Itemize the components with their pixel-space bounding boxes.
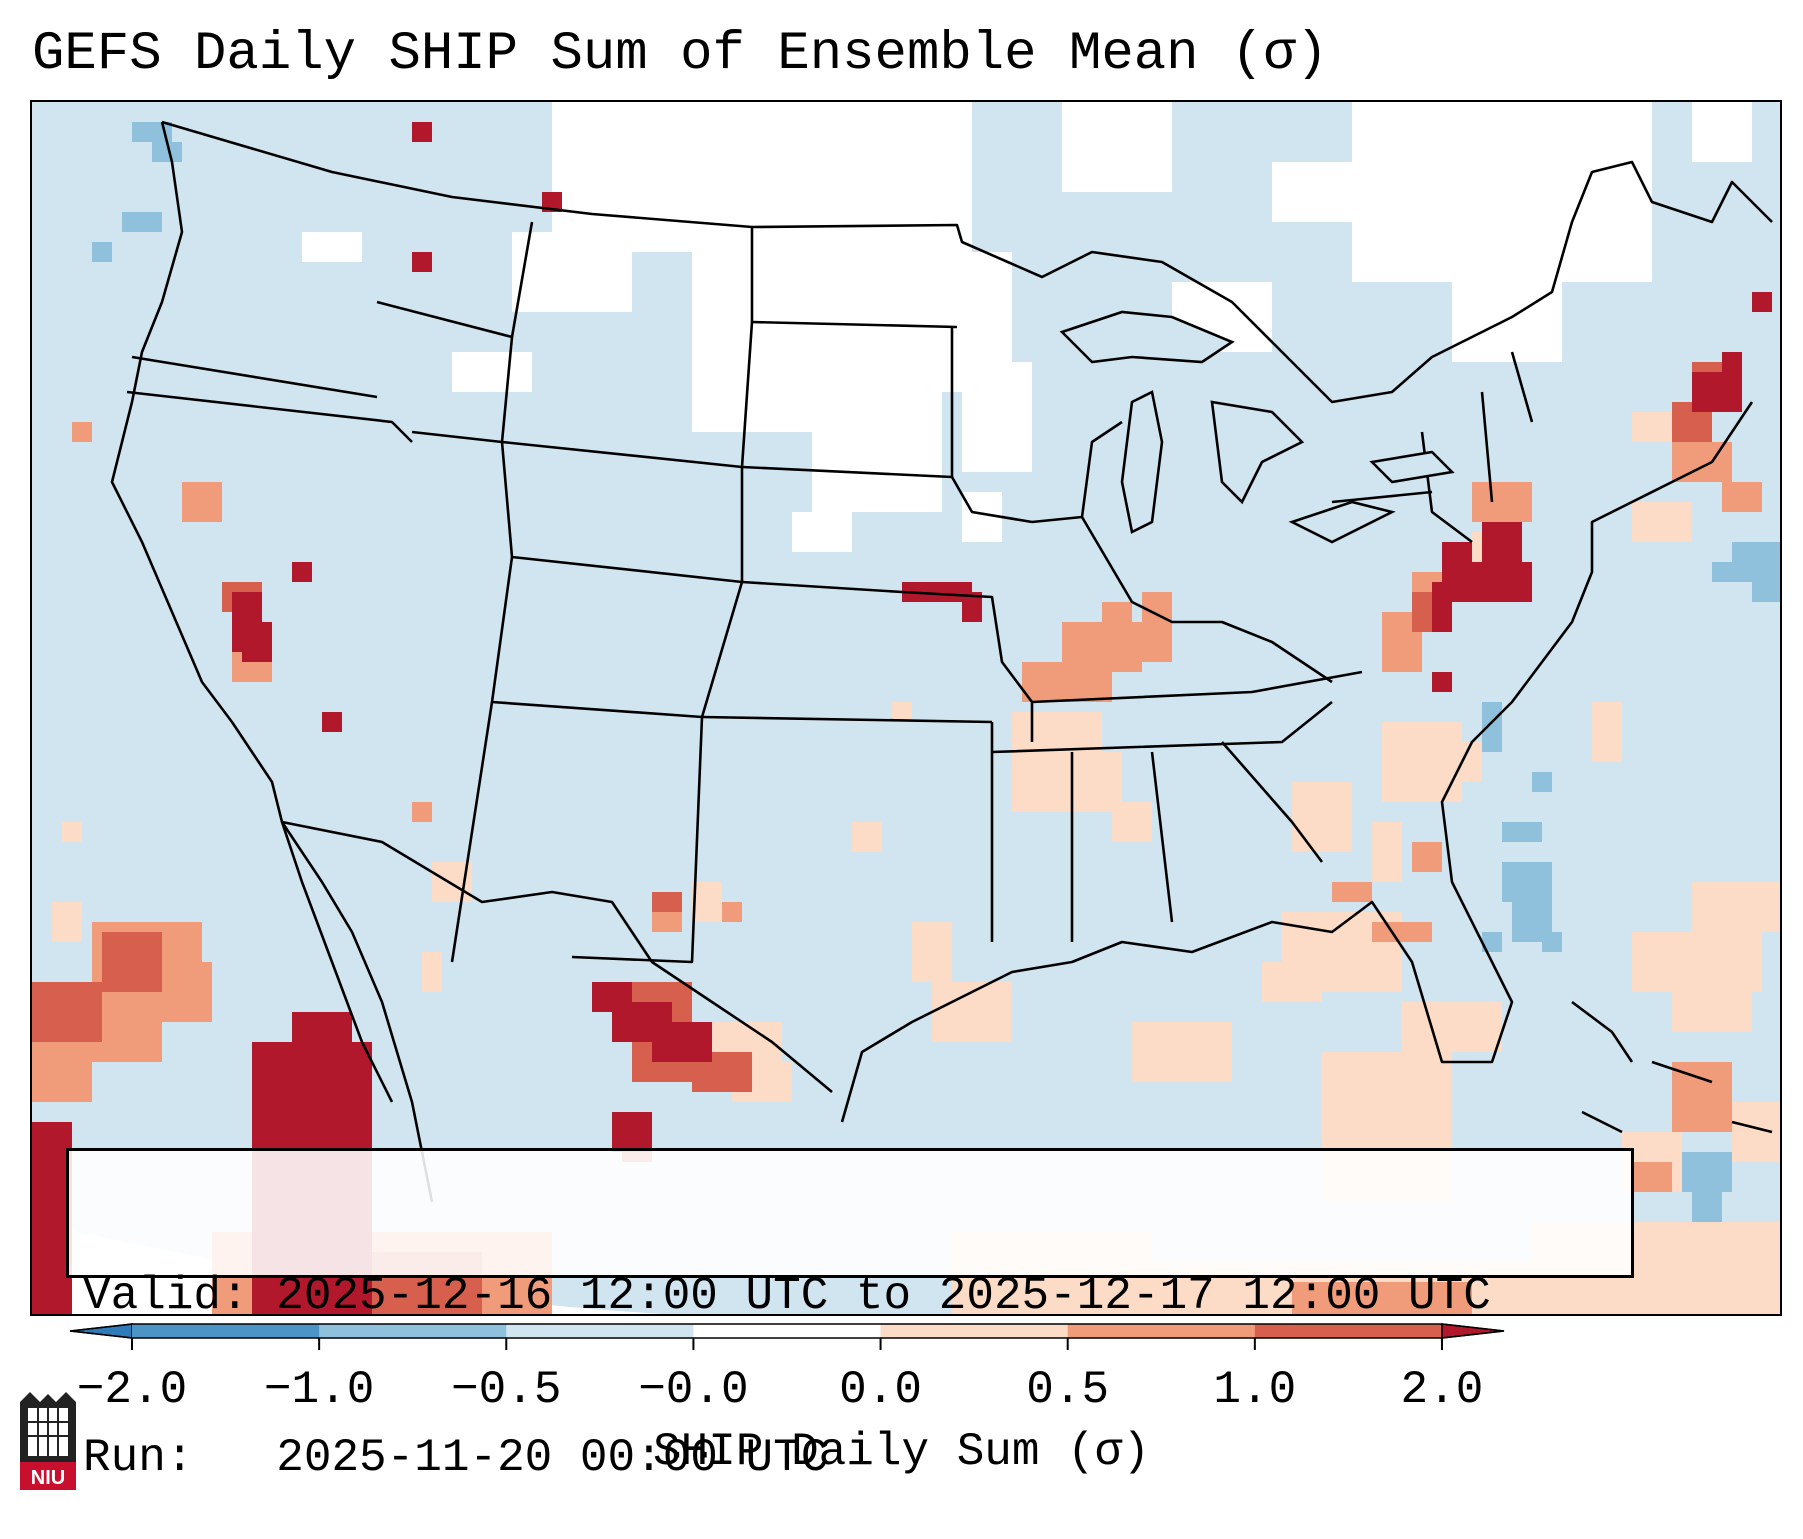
map-panel [30,100,1782,1316]
near-zero-areas [302,102,1752,552]
colorbar-tick-label: 1.0 [1213,1364,1297,1416]
chart-title: GEFS Daily SHIP Sum of Ensemble Mean (σ) [32,24,1329,85]
colorbar-tick-label: −1.0 [263,1364,375,1416]
colorbar-bin [1254,1324,1443,1338]
colorbar-bin [693,1324,882,1338]
colorbar-bin [70,1323,133,1339]
caribbean-islands [1571,1000,1773,1134]
colorbar-bin [506,1324,694,1338]
colorbar-tick-label: 2.0 [1400,1364,1484,1416]
colorbar-bin [880,1324,1069,1338]
colorbar-bin [132,1324,320,1338]
colorbar-tick-label: −2.0 [76,1364,188,1416]
colorbar-tick-label: −0.0 [638,1364,749,1416]
colorbar-bin [1067,1324,1256,1338]
colorbar-tick-label: 0.5 [1026,1364,1110,1416]
run-time-line: Run: 2025-11-20 00:00 UTC [83,1432,829,1484]
info-box: Valid: 2025-12-16 12:00 UTC to 2025-12-1… [66,1148,1634,1484]
colorbar-tick-label: 0.0 [839,1364,922,1416]
colorbar-tick-label: −0.5 [451,1364,562,1416]
colorbar-bin [1441,1323,1505,1339]
state-boundaries [110,120,1773,1203]
colorbar [70,1323,1505,1350]
colorbar-label: SHIP Daily Sum (σ) [653,1426,1150,1478]
valid-time-line: Valid: 2025-12-16 12:00 UTC to 2025-12-1… [83,1270,1491,1322]
map-canvas [32,102,1780,1314]
niu-logo: NIU [20,1392,76,1490]
colorbar-bin [319,1324,507,1338]
great-lakes [1059,310,1455,544]
svg-text:NIU: NIU [31,1467,65,1489]
